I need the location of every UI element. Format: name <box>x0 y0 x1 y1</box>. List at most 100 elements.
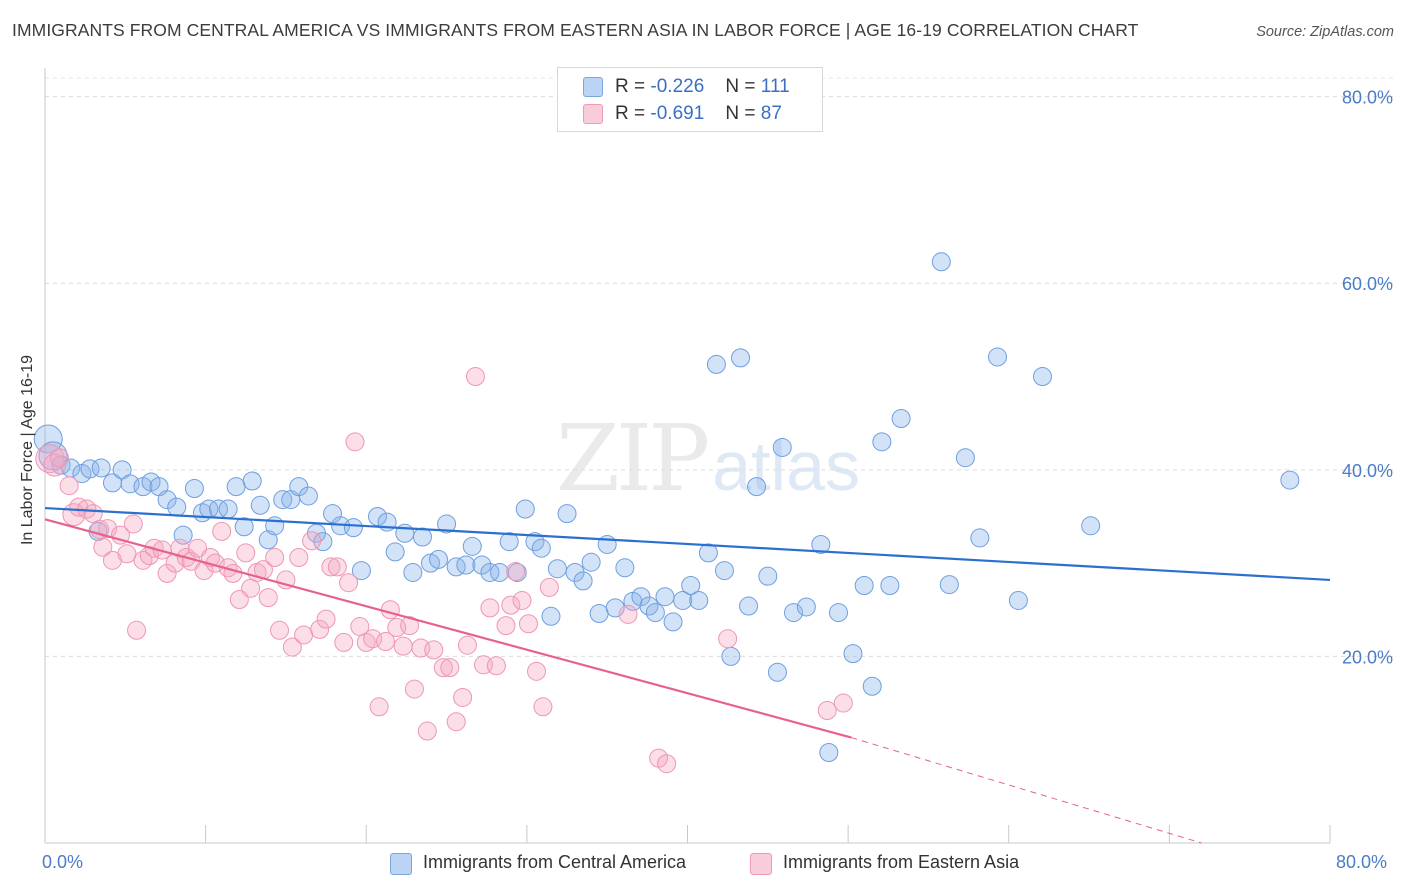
point-central-america <box>91 458 111 478</box>
n-value-eastern-asia: 87 <box>760 103 782 124</box>
point-central-america <box>589 604 609 623</box>
point-central-america <box>721 646 741 666</box>
point-eastern-asia <box>518 614 538 634</box>
point-eastern-asia <box>512 590 532 610</box>
point-central-america <box>988 347 1008 367</box>
point-eastern-asia <box>258 588 278 608</box>
point-eastern-asia <box>123 514 143 534</box>
x-tick-min: 0.0% <box>42 852 84 872</box>
legend-stats-eastern-asia: R = -0.691 N = 87 <box>615 103 782 125</box>
point-central-america <box>739 596 759 616</box>
point-central-america <box>1008 590 1028 610</box>
point-central-america <box>819 743 839 763</box>
r-label: R = <box>615 103 646 124</box>
point-eastern-asia <box>833 693 853 713</box>
point-eastern-asia <box>59 476 79 496</box>
y-tick-label: 20.0% <box>1342 647 1393 667</box>
point-central-america <box>456 555 476 575</box>
watermark-zip: ZIP <box>556 405 710 512</box>
point-central-america <box>758 566 778 586</box>
point-eastern-asia <box>424 640 444 660</box>
point-eastern-asia <box>236 543 256 563</box>
point-central-america <box>446 557 466 577</box>
point-central-america <box>157 490 177 510</box>
point-central-america <box>1280 470 1300 490</box>
point-central-america <box>581 552 601 572</box>
point-eastern-asia <box>310 619 330 639</box>
series-swatch-blue <box>390 853 412 875</box>
point-eastern-asia <box>282 637 302 657</box>
point-eastern-asia <box>506 562 526 582</box>
point-eastern-asia <box>241 578 261 598</box>
point-central-america <box>273 490 293 510</box>
point-eastern-asia <box>356 632 376 652</box>
point-eastern-asia <box>393 636 413 656</box>
point-central-america <box>490 562 510 582</box>
point-eastern-asia <box>117 544 137 564</box>
point-central-america <box>698 543 718 563</box>
point-eastern-asia <box>157 563 177 583</box>
point-central-america <box>472 555 492 575</box>
point-eastern-asia <box>404 679 424 699</box>
series-legend: Immigrants from Central America Immigran… <box>0 852 1406 878</box>
point-eastern-asia <box>327 557 347 577</box>
x-tick-max: 80.0% <box>1336 852 1388 872</box>
point-central-america <box>955 448 975 468</box>
point-eastern-asia <box>718 629 738 649</box>
point-eastern-asia <box>376 631 396 651</box>
legend-stats-central-america: R = -0.226 N = 111 <box>615 76 790 98</box>
point-central-america <box>298 486 318 506</box>
point-central-america <box>891 409 911 429</box>
point-eastern-asia <box>446 712 466 732</box>
point-eastern-asia <box>49 448 69 468</box>
point-central-america <box>557 504 577 524</box>
series-central-america <box>33 252 1300 763</box>
point-central-america <box>706 354 726 374</box>
point-eastern-asia <box>212 521 232 541</box>
point-central-america <box>731 348 751 368</box>
point-central-america <box>689 590 709 610</box>
y-tick-labels: 20.0% 40.0% 60.0% 80.0% <box>1342 88 1393 668</box>
source-attribution: Source: ZipAtlas.com <box>1256 24 1394 40</box>
point-central-america <box>547 559 567 579</box>
point-central-america <box>811 534 831 554</box>
point-central-america <box>939 575 959 595</box>
r-value-eastern-asia: -0.691 <box>650 103 705 124</box>
point-central-america <box>573 571 593 591</box>
r-label: R = <box>615 76 646 97</box>
point-central-america <box>615 558 635 578</box>
point-central-america <box>862 676 882 696</box>
point-central-america <box>351 561 371 581</box>
point-eastern-asia <box>345 432 365 452</box>
point-eastern-asia <box>380 600 400 620</box>
y-tick-label: 40.0% <box>1342 461 1393 481</box>
point-eastern-asia <box>657 754 677 774</box>
point-central-america <box>772 437 792 457</box>
point-eastern-asia <box>618 604 638 624</box>
y-tick-label: 80.0% <box>1342 88 1393 108</box>
point-eastern-asia <box>289 548 309 568</box>
point-central-america <box>218 499 238 519</box>
point-eastern-asia <box>302 531 322 551</box>
series-eastern-asia <box>35 367 853 774</box>
point-eastern-asia <box>533 697 553 717</box>
point-eastern-asia <box>817 701 837 721</box>
chart-title: IMMIGRANTS FROM CENTRAL AMERICA VS IMMIG… <box>12 20 1139 40</box>
point-central-america <box>258 530 278 550</box>
point-central-america <box>226 477 246 497</box>
point-central-america <box>714 561 734 581</box>
point-eastern-asia <box>321 557 341 577</box>
point-central-america <box>367 506 387 526</box>
point-central-america <box>843 644 863 664</box>
point-eastern-asia <box>527 661 547 681</box>
point-eastern-asia <box>465 367 485 387</box>
point-central-america <box>970 528 990 548</box>
point-central-america <box>234 517 254 537</box>
point-eastern-asia <box>339 573 359 593</box>
y-axis-label: In Labor Force | Age 16-19 <box>18 300 38 600</box>
point-eastern-asia <box>294 625 314 645</box>
trend-lines <box>44 506 1331 844</box>
correlation-legend: R = -0.226 N = 111 R = -0.691 N = 87 <box>557 67 823 132</box>
point-central-america <box>663 612 683 632</box>
point-central-america <box>515 499 535 519</box>
